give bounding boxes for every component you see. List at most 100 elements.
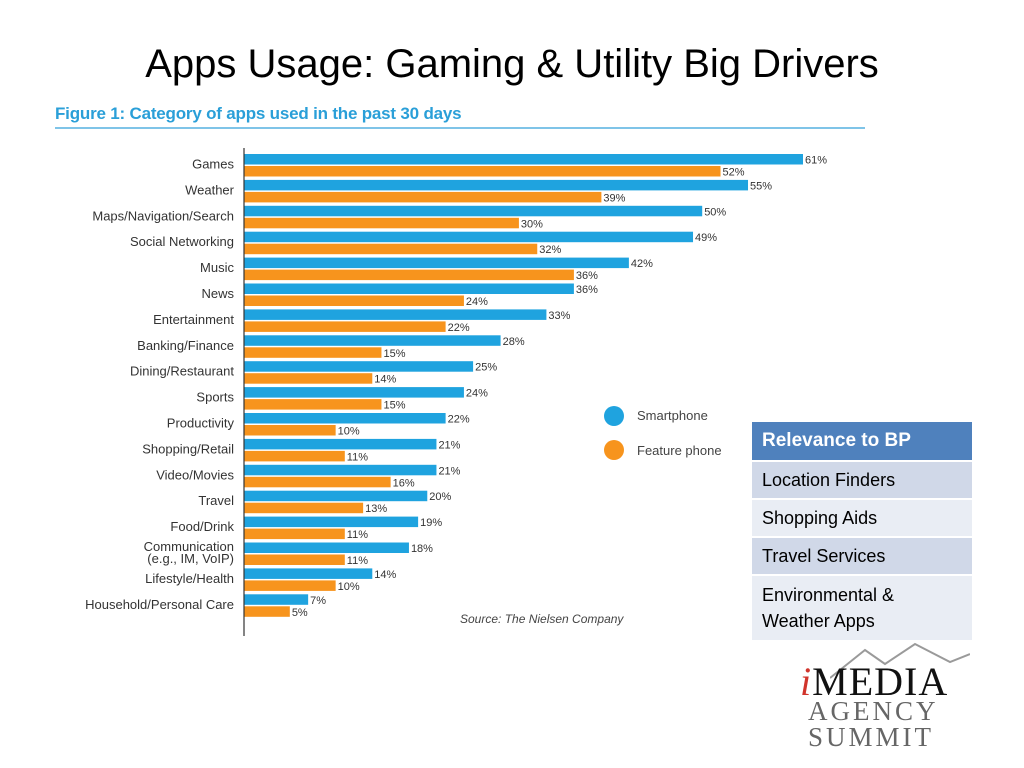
category-label: Video/Movies: [156, 467, 234, 482]
data-label: 10%: [338, 581, 360, 593]
bars-layer: [244, 154, 803, 617]
figure-title-rule: [55, 127, 865, 129]
data-label: 19%: [420, 517, 442, 529]
data-label: 15%: [383, 348, 405, 360]
relevance-row-location-finders: Location Finders: [752, 460, 972, 499]
data-label: 16%: [393, 477, 415, 489]
data-label: 39%: [603, 192, 625, 204]
data-label: 22%: [448, 322, 470, 334]
legend-swatch-feature-phone: [604, 440, 624, 460]
category-label: Maps/Navigation/Search: [92, 208, 234, 223]
data-label: 11%: [347, 529, 368, 541]
bar-feature-phone: [244, 606, 290, 617]
bar-feature-phone: [244, 554, 345, 565]
slide-title: Apps Usage: Gaming & Utility Big Drivers: [145, 42, 879, 86]
category-label: (e.g., IM, VoIP): [147, 551, 234, 566]
legend: Smartphone Feature phone: [604, 406, 722, 460]
bar-smartphone: [244, 438, 437, 450]
bar-smartphone: [244, 568, 373, 579]
bar-chart: Games 61% 52% Weather 55% 39% Maps/Navigation/…: [85, 148, 827, 636]
category-label: News: [201, 286, 234, 301]
data-label: 55%: [750, 180, 772, 192]
data-label: 18%: [411, 543, 433, 555]
data-label: 49%: [695, 232, 717, 244]
data-label: 15%: [383, 400, 405, 412]
data-label: 20%: [429, 491, 451, 503]
bar-smartphone: [244, 335, 501, 346]
relevance-row-travel-services: Travel Services: [752, 536, 972, 575]
chart-source: Source: The Nielsen Company: [460, 612, 624, 626]
labels-layer: Games 61% 52% Weather 55% 39% Maps/Navigation/…: [85, 155, 827, 619]
data-label: 22%: [448, 414, 470, 426]
data-label: 50%: [704, 206, 726, 218]
bar-smartphone: [244, 283, 574, 294]
bar-smartphone: [244, 361, 474, 372]
bar-feature-phone: [244, 217, 519, 229]
bar-feature-phone: [244, 243, 538, 255]
category-label: Banking/Finance: [137, 338, 234, 353]
logo-agency-text: AGENCY: [808, 696, 939, 726]
data-label: 32%: [539, 244, 561, 256]
bar-feature-phone: [244, 191, 602, 203]
bar-feature-phone: [244, 528, 345, 540]
data-label: 14%: [374, 374, 396, 386]
relevance-table-header: Relevance to BP: [752, 422, 972, 462]
bar-smartphone: [244, 490, 428, 502]
bar-feature-phone: [244, 450, 345, 462]
bar-smartphone: [244, 231, 694, 243]
data-label: 10%: [338, 426, 360, 438]
relevance-row-environmental-weather: Environmental & Weather Apps: [752, 574, 972, 640]
logo-summit-text: SUMMIT: [808, 722, 935, 752]
data-label: 25%: [475, 362, 497, 374]
bar-smartphone: [244, 257, 629, 269]
category-label: Weather: [185, 182, 235, 197]
data-label: 11%: [347, 451, 368, 463]
imedia-agency-summit-logo: iMEDIA AGENCY SUMMIT: [790, 640, 970, 752]
relevance-row-shopping-aids: Shopping Aids: [752, 498, 972, 537]
bar-smartphone: [244, 413, 446, 424]
mountain-icon: [830, 642, 970, 679]
data-label: 36%: [576, 284, 598, 296]
legend-label-feature-phone: Feature phone: [637, 443, 722, 458]
data-label: 24%: [466, 388, 488, 400]
legend-label-smartphone: Smartphone: [637, 408, 708, 423]
category-label: Music: [200, 260, 234, 275]
bar-feature-phone: [244, 425, 336, 436]
logo-imedia-text: iMEDIA: [800, 659, 949, 704]
data-label: 14%: [374, 569, 396, 581]
bar-feature-phone: [244, 502, 364, 514]
category-label: Sports: [196, 390, 234, 405]
category-label: Travel: [198, 493, 234, 508]
category-label: Productivity: [167, 416, 235, 431]
bar-feature-phone: [244, 295, 464, 306]
data-label: 21%: [438, 439, 460, 451]
figure-title: Figure 1: Category of apps used in the p…: [55, 104, 462, 123]
data-label: 7%: [310, 595, 326, 607]
category-label: Entertainment: [153, 312, 234, 327]
bar-feature-phone: [244, 399, 382, 410]
bar-smartphone: [244, 154, 803, 165]
data-label: 11%: [347, 555, 368, 567]
data-label: 61%: [805, 155, 827, 167]
data-label: 30%: [521, 218, 543, 230]
category-label: Social Networking: [130, 234, 234, 249]
bar-smartphone: [244, 542, 409, 553]
data-label: 52%: [723, 167, 745, 179]
data-label: 5%: [292, 607, 308, 619]
data-label: 24%: [466, 296, 488, 308]
bar-smartphone: [244, 179, 749, 191]
category-label: Games: [192, 157, 234, 172]
data-label: 36%: [576, 270, 598, 282]
bar-smartphone: [244, 309, 547, 320]
bar-feature-phone: [244, 580, 336, 591]
category-label: Lifestyle/Health: [145, 571, 234, 586]
legend-swatch-smartphone: [604, 406, 624, 426]
relevance-table: Relevance to BP Location Finders Shoppin…: [752, 422, 972, 640]
bar-smartphone: [244, 387, 464, 398]
bar-feature-phone: [244, 321, 446, 332]
bar-smartphone: [244, 205, 703, 217]
bar-feature-phone: [244, 347, 382, 358]
bar-smartphone: [244, 464, 437, 476]
category-label: Shopping/Retail: [142, 441, 234, 456]
data-label: 28%: [503, 336, 525, 348]
